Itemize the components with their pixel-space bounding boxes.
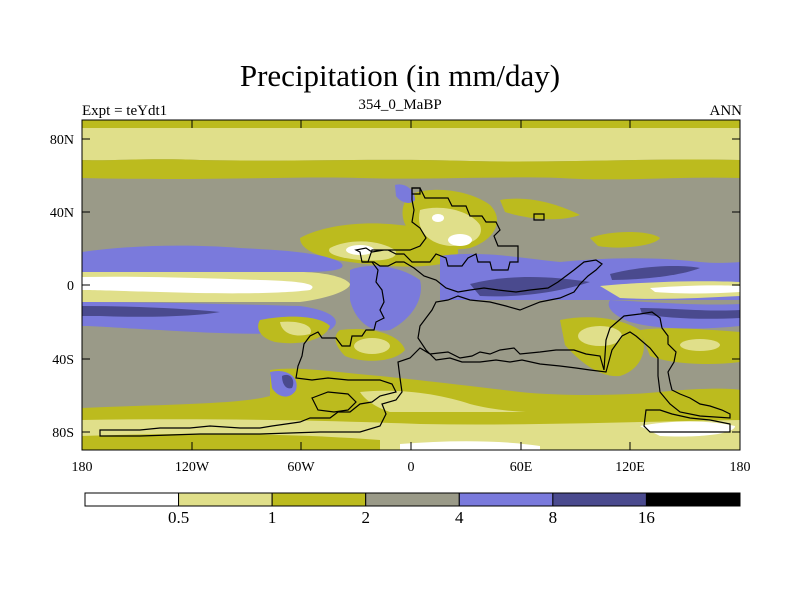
colorbar-label-4: 8 (549, 508, 558, 527)
colorbar-box-6 (645, 492, 741, 507)
outline-laurussia (354, 187, 519, 271)
colorbar-box-1 (178, 492, 273, 507)
field-blue-n-pacific (82, 245, 343, 272)
field-yellow-s-east (680, 339, 720, 351)
field-yellow-north-band (82, 128, 740, 162)
field-darkblue-s-east (640, 308, 740, 319)
colorbar-box-4 (458, 492, 554, 507)
season-label: ANN (709, 103, 743, 119)
field-darkblue-n-tethys (470, 277, 590, 297)
field-white-south-polar-2 (400, 441, 540, 450)
experiment-label: Expt = teYdt1 (82, 103, 168, 119)
field-yellow-gondwana-e (578, 326, 622, 346)
x-tick-60E: 60E (510, 460, 533, 475)
colorbar-label-2: 2 (361, 508, 370, 527)
field-darkblue-n-tethys-2 (610, 266, 700, 280)
colorbar-box-3 (365, 492, 460, 507)
field-darkblue-s-pacific (82, 306, 220, 317)
outline-south-continent-east (643, 409, 731, 433)
x-tick-marks (191, 120, 631, 450)
colorbar-box-2 (271, 492, 367, 507)
x-tick-180E: 180 (730, 460, 751, 475)
colorbar-label-0: 0.5 (168, 508, 189, 527)
colorbar: 0.5 1 2 4 8 16 (84, 492, 741, 527)
x-tick-180W: 180 (72, 460, 93, 475)
y-tick-80N: 80N (50, 133, 74, 148)
x-tick-0: 0 (408, 460, 415, 475)
precipitation-field (82, 120, 740, 450)
field-darkblue-s-cape (282, 374, 294, 389)
colorbar-label-5: 16 (638, 508, 655, 527)
colorbar-box-0 (84, 492, 180, 507)
outline-south-continent-west (311, 391, 357, 413)
field-olive-north-band (82, 159, 740, 180)
colorbar-label-3: 4 (455, 508, 464, 527)
continent-outlines (99, 187, 731, 437)
field-white-europe-2 (432, 214, 444, 222)
y-tick-0: 0 (67, 279, 74, 294)
outline-siberia-north (411, 187, 421, 195)
age-label: 354_0_MaBP (358, 97, 442, 113)
field-gray-south (82, 372, 294, 410)
field-yellow-gondwana-w (354, 338, 390, 354)
x-tick-120E: 120E (615, 460, 645, 475)
x-tick-120W: 120W (175, 460, 210, 475)
colorbar-label-1: 1 (268, 508, 277, 527)
field-white-south-polar (640, 421, 735, 437)
field-white-europe (448, 234, 472, 246)
outline-siberia (533, 213, 545, 221)
x-tick-60W: 60W (287, 460, 315, 475)
field-white-equator-e (650, 285, 740, 294)
field-olive-asia-n (500, 198, 580, 220)
outline-gondwana (99, 259, 731, 437)
field-white-n-atl (346, 245, 374, 255)
y-tick-80S: 80S (52, 426, 74, 441)
y-tick-marks (82, 138, 740, 433)
y-tick-40N: 40N (50, 206, 74, 221)
field-blue-gondwana-n (350, 265, 421, 331)
field-blue-europe-n (395, 184, 415, 203)
field-yellow-s-pacific (280, 321, 311, 336)
field-white-equator (82, 276, 313, 294)
chart-title: Precipitation (in mm/day) (239, 58, 561, 93)
field-olive-asia (590, 232, 660, 248)
y-tick-40S: 40S (52, 353, 74, 368)
colorbar-box-5 (552, 492, 647, 507)
field-olive-south-polar-2 (82, 433, 380, 450)
